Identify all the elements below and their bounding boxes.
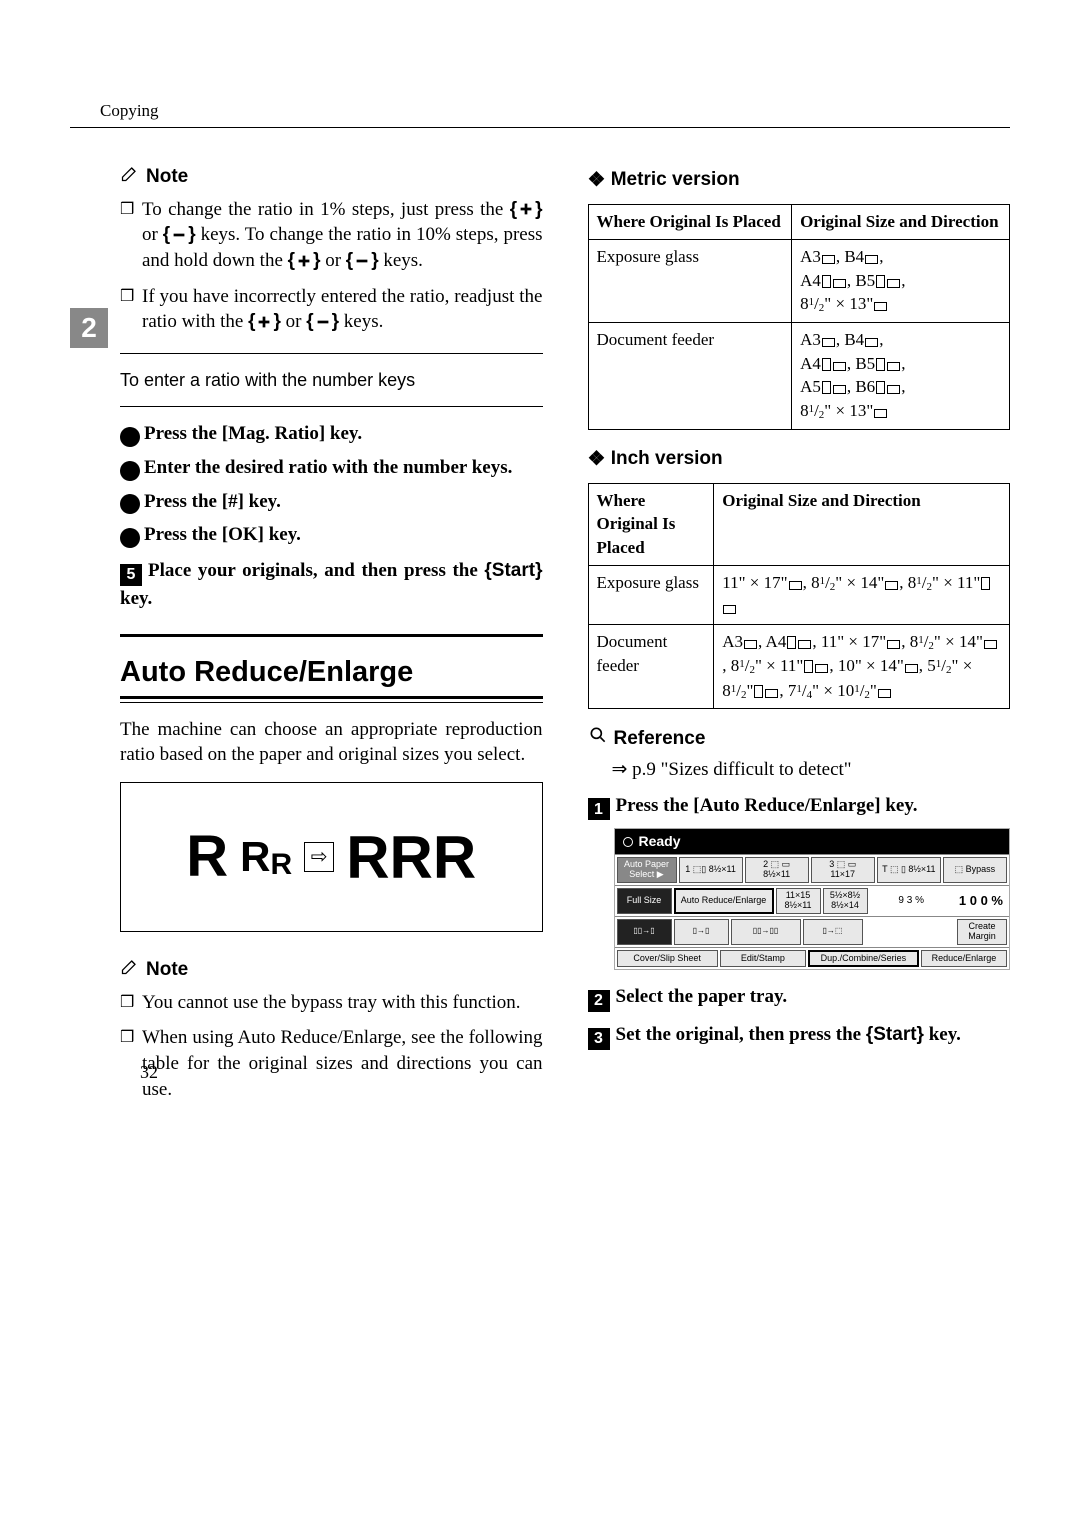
screenshot-button: Dup./Combine/Series [808,950,919,968]
main-step: 3Set the original, then press the {Start… [588,1022,1011,1050]
note-list: To change the ratio in 1% steps, just pr… [120,197,543,335]
screenshot-button: 5½×8½ 8½×14 [823,888,868,914]
table-heading: ❖ Metric version [588,167,1011,194]
table-cell: 11" × 17", 81/2" × 14", 81/2" × 11" [714,565,1010,624]
screenshot-button: 2 ⬚ ▭ 8½×11 [745,857,809,883]
main-step: 2Select the paper tray. [588,984,1011,1012]
table-header: Original Size and Direction [714,483,1010,565]
screenshot-button: 3 ⬚ ▭ 11×17 [811,857,875,883]
header-rule [70,127,1010,128]
screenshot-button: T ⬚ ▯ 8½×11 [877,857,941,883]
note-list: You cannot use the bypass tray with this… [120,990,543,1103]
screenshot-button: Reduce/Enlarge [921,950,1007,968]
pencil-icon [120,163,140,191]
main-step: 5Place your originals, and then press th… [120,558,543,611]
screenshot-button: Auto Reduce/Enlarge [674,888,774,914]
pencil-icon [120,956,140,984]
screenshot-button: Auto Paper Select ▶ [617,857,677,883]
screenshot-label: 9 3 % [870,888,953,914]
table-heading: ❖ Inch version [588,446,1011,473]
section-heading: Auto Reduce/Enlarge [120,653,543,692]
screenshot-status: Ready [615,829,1010,854]
reference-heading: Reference [588,725,1011,753]
screenshot-label: 1 0 0 % [955,888,1007,914]
table-cell: A3, B4,A4, B5,81/2" × 13" [792,239,1010,322]
table-cell: Document feeder [588,322,792,429]
substep: 3Press the [#] key. [120,489,543,515]
note-label: Note [146,957,188,983]
step-box-icon: 2 [588,990,610,1012]
screenshot-button: ▯▯→▯▯ [731,919,801,945]
screenshot-button: ⬚ Bypass [943,857,1007,883]
substep: 1Press the [Mag. Ratio] key. [120,421,543,447]
screenshot-button: ▯▯→▯ [617,919,672,945]
screenshot-button: Cover/Slip Sheet [617,950,718,968]
reference-link: ⇒ p.9 "Sizes difficult to detect" [588,757,1011,783]
section-intro: The machine can choose an appropriate re… [120,717,543,768]
inch-table: Where Original Is Placed Original Size a… [588,483,1011,710]
note-item: When using Auto Reduce/Enlarge, see the … [120,1025,543,1102]
page-number: 32 [140,1060,158,1084]
table-header: Original Size and Direction [792,204,1010,239]
subprocedure-title: To enter a ratio with the number keys [120,368,543,392]
metric-table: Where Original Is Placed Original Size a… [588,204,1011,430]
screenshot-button: 1 ⬚▯ 8½×11 [679,857,743,883]
chapter-number-box: 2 [70,308,108,348]
table-cell: A3, B4,A4, B5,A5, B6,81/2" × 13" [792,322,1010,429]
diamond-icon: ❖ [588,169,606,191]
table-header: Where Original Is Placed [588,204,792,239]
step-box-icon: 3 [588,1028,610,1050]
control-panel-screenshot: Ready Auto Paper Select ▶ 1 ⬚▯ 8½×11 2 ⬚… [614,828,1011,970]
step-box-icon: 5 [120,564,142,586]
step-number-icon: 3 [120,494,140,514]
screenshot-button: 11×15 8½×11 [776,888,821,914]
magnifier-icon [588,725,608,753]
arrow-icon: ⇨ [304,842,334,872]
note-heading: Note [120,956,543,984]
note-label: Note [146,164,188,190]
reduce-enlarge-figure: R R R ⇨ R R R [120,782,543,932]
step-number-icon: 1 [120,427,140,447]
table-header: Where Original Is Placed [588,483,714,565]
table-cell: Exposure glass [588,239,792,322]
note-item: If you have incorrectly entered the rati… [120,284,543,335]
step-number-icon: 4 [120,528,140,548]
table-cell: A3, A4, 11" × 17", 81/2" × 14", 81/2" × … [714,625,1010,709]
table-cell: Document feeder [588,625,714,709]
diamond-icon: ❖ [588,448,606,470]
screenshot-button: ▯→▯ [674,919,729,945]
step-number-icon: 2 [120,461,140,481]
running-header: Copying [100,100,1010,123]
screenshot-button: Edit/Stamp [720,950,806,968]
note-item: You cannot use the bypass tray with this… [120,990,543,1016]
substep: 4Press the [OK] key. [120,522,543,548]
substep: 2Enter the desired ratio with the number… [120,455,543,481]
note-item: To change the ratio in 1% steps, just pr… [120,197,543,274]
note-heading: Note [120,163,543,191]
table-cell: Exposure glass [588,565,714,624]
main-step: 1Press the [Auto Reduce/Enlarge] key. [588,793,1011,821]
screenshot-button: Create Margin [957,919,1007,945]
screenshot-button: ▯→⬚ [803,919,863,945]
step-box-icon: 1 [588,798,610,820]
screenshot-button: Full Size [617,888,672,914]
